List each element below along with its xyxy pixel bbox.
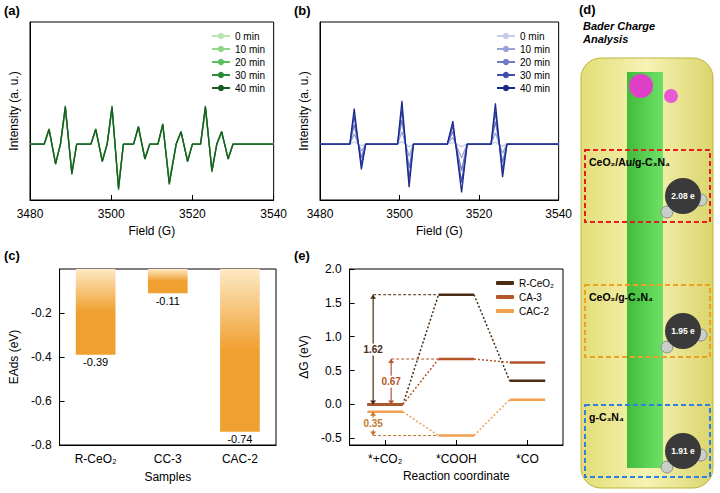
svg-text:CC-3: CC-3 xyxy=(154,452,182,466)
svg-text:g-C₃N₄: g-C₃N₄ xyxy=(589,411,624,423)
svg-text:2.0: 2.0 xyxy=(325,262,342,276)
svg-text:-0.11: -0.11 xyxy=(156,295,180,307)
svg-text:R-CeO₂: R-CeO₂ xyxy=(75,452,117,466)
svg-text:3480: 3480 xyxy=(307,207,334,221)
svg-text:(a): (a) xyxy=(4,3,20,18)
svg-text:3500: 3500 xyxy=(98,207,125,221)
svg-text:3520: 3520 xyxy=(466,207,493,221)
svg-text:CAC-2: CAC-2 xyxy=(222,452,258,466)
svg-text:(e): (e) xyxy=(294,248,310,263)
svg-text:EAds (eV): EAds (eV) xyxy=(7,330,21,385)
svg-text:CA-3: CA-3 xyxy=(519,292,542,303)
svg-text:40 min: 40 min xyxy=(520,83,550,94)
svg-text:20 min: 20 min xyxy=(520,57,550,68)
svg-text:3480: 3480 xyxy=(17,207,44,221)
svg-text:10 min: 10 min xyxy=(520,44,550,55)
svg-text:3540: 3540 xyxy=(260,207,287,221)
svg-text:CeO₂/g-C₃N₄: CeO₂/g-C₃N₄ xyxy=(589,291,653,303)
svg-text:-0.8: -0.8 xyxy=(31,438,52,452)
svg-text:1.62: 1.62 xyxy=(363,344,383,355)
svg-text:Bader Charge: Bader Charge xyxy=(583,20,655,32)
svg-text:0.5: 0.5 xyxy=(325,364,342,378)
svg-text:-0.6: -0.6 xyxy=(31,394,52,408)
svg-text:Reaction coordinate: Reaction coordinate xyxy=(403,469,510,483)
svg-text:3500: 3500 xyxy=(386,207,413,221)
svg-text:10 min: 10 min xyxy=(235,44,265,55)
svg-text:0.0: 0.0 xyxy=(325,397,342,411)
svg-text:-0.2: -0.2 xyxy=(31,306,52,320)
svg-text:2.08 e: 2.08 e xyxy=(671,191,695,201)
svg-text:Intensity (a. u.): Intensity (a. u.) xyxy=(7,71,21,150)
svg-text:-0.39: -0.39 xyxy=(83,356,108,368)
svg-text:40 min: 40 min xyxy=(235,83,265,94)
svg-text:1.91 e: 1.91 e xyxy=(671,446,695,456)
svg-text:CeO₂/Au/g-C₃N₄: CeO₂/Au/g-C₃N₄ xyxy=(589,156,670,168)
svg-text:-0.74: -0.74 xyxy=(227,433,252,445)
svg-text:20 min: 20 min xyxy=(235,57,265,68)
svg-text:Analysis: Analysis xyxy=(582,33,628,45)
svg-text:R-CeO₂: R-CeO₂ xyxy=(519,278,554,289)
svg-text:ΔG (eV): ΔG (eV) xyxy=(297,335,311,378)
svg-text:Field (G): Field (G) xyxy=(416,224,463,238)
svg-text:*CO: *CO xyxy=(516,452,539,466)
svg-text:30 min: 30 min xyxy=(520,70,550,81)
svg-text:1.0: 1.0 xyxy=(325,330,342,344)
svg-text:3540: 3540 xyxy=(545,207,572,221)
svg-text:0 min: 0 min xyxy=(520,31,544,42)
svg-text:*COOH: *COOH xyxy=(436,452,477,466)
svg-text:0 min: 0 min xyxy=(235,31,259,42)
svg-text:(d): (d) xyxy=(579,2,596,17)
svg-text:Samples: Samples xyxy=(144,470,191,484)
svg-text:30 min: 30 min xyxy=(235,70,265,81)
svg-text:3520: 3520 xyxy=(179,207,206,221)
svg-text:Intensity (a. u.): Intensity (a. u.) xyxy=(297,71,311,150)
svg-text:Field (G): Field (G) xyxy=(128,224,175,238)
svg-text:CAC-2: CAC-2 xyxy=(519,306,549,317)
svg-text:*+CO₂: *+CO₂ xyxy=(368,452,403,466)
svg-text:-0.4: -0.4 xyxy=(31,350,52,364)
svg-text:(c): (c) xyxy=(4,248,20,263)
svg-text:(b): (b) xyxy=(294,3,311,18)
svg-text:0.67: 0.67 xyxy=(381,376,401,387)
svg-text:-0.5: -0.5 xyxy=(321,431,342,445)
svg-text:1.5: 1.5 xyxy=(325,296,342,310)
svg-text:1.95 e: 1.95 e xyxy=(671,326,695,336)
svg-text:0.35: 0.35 xyxy=(363,418,383,429)
